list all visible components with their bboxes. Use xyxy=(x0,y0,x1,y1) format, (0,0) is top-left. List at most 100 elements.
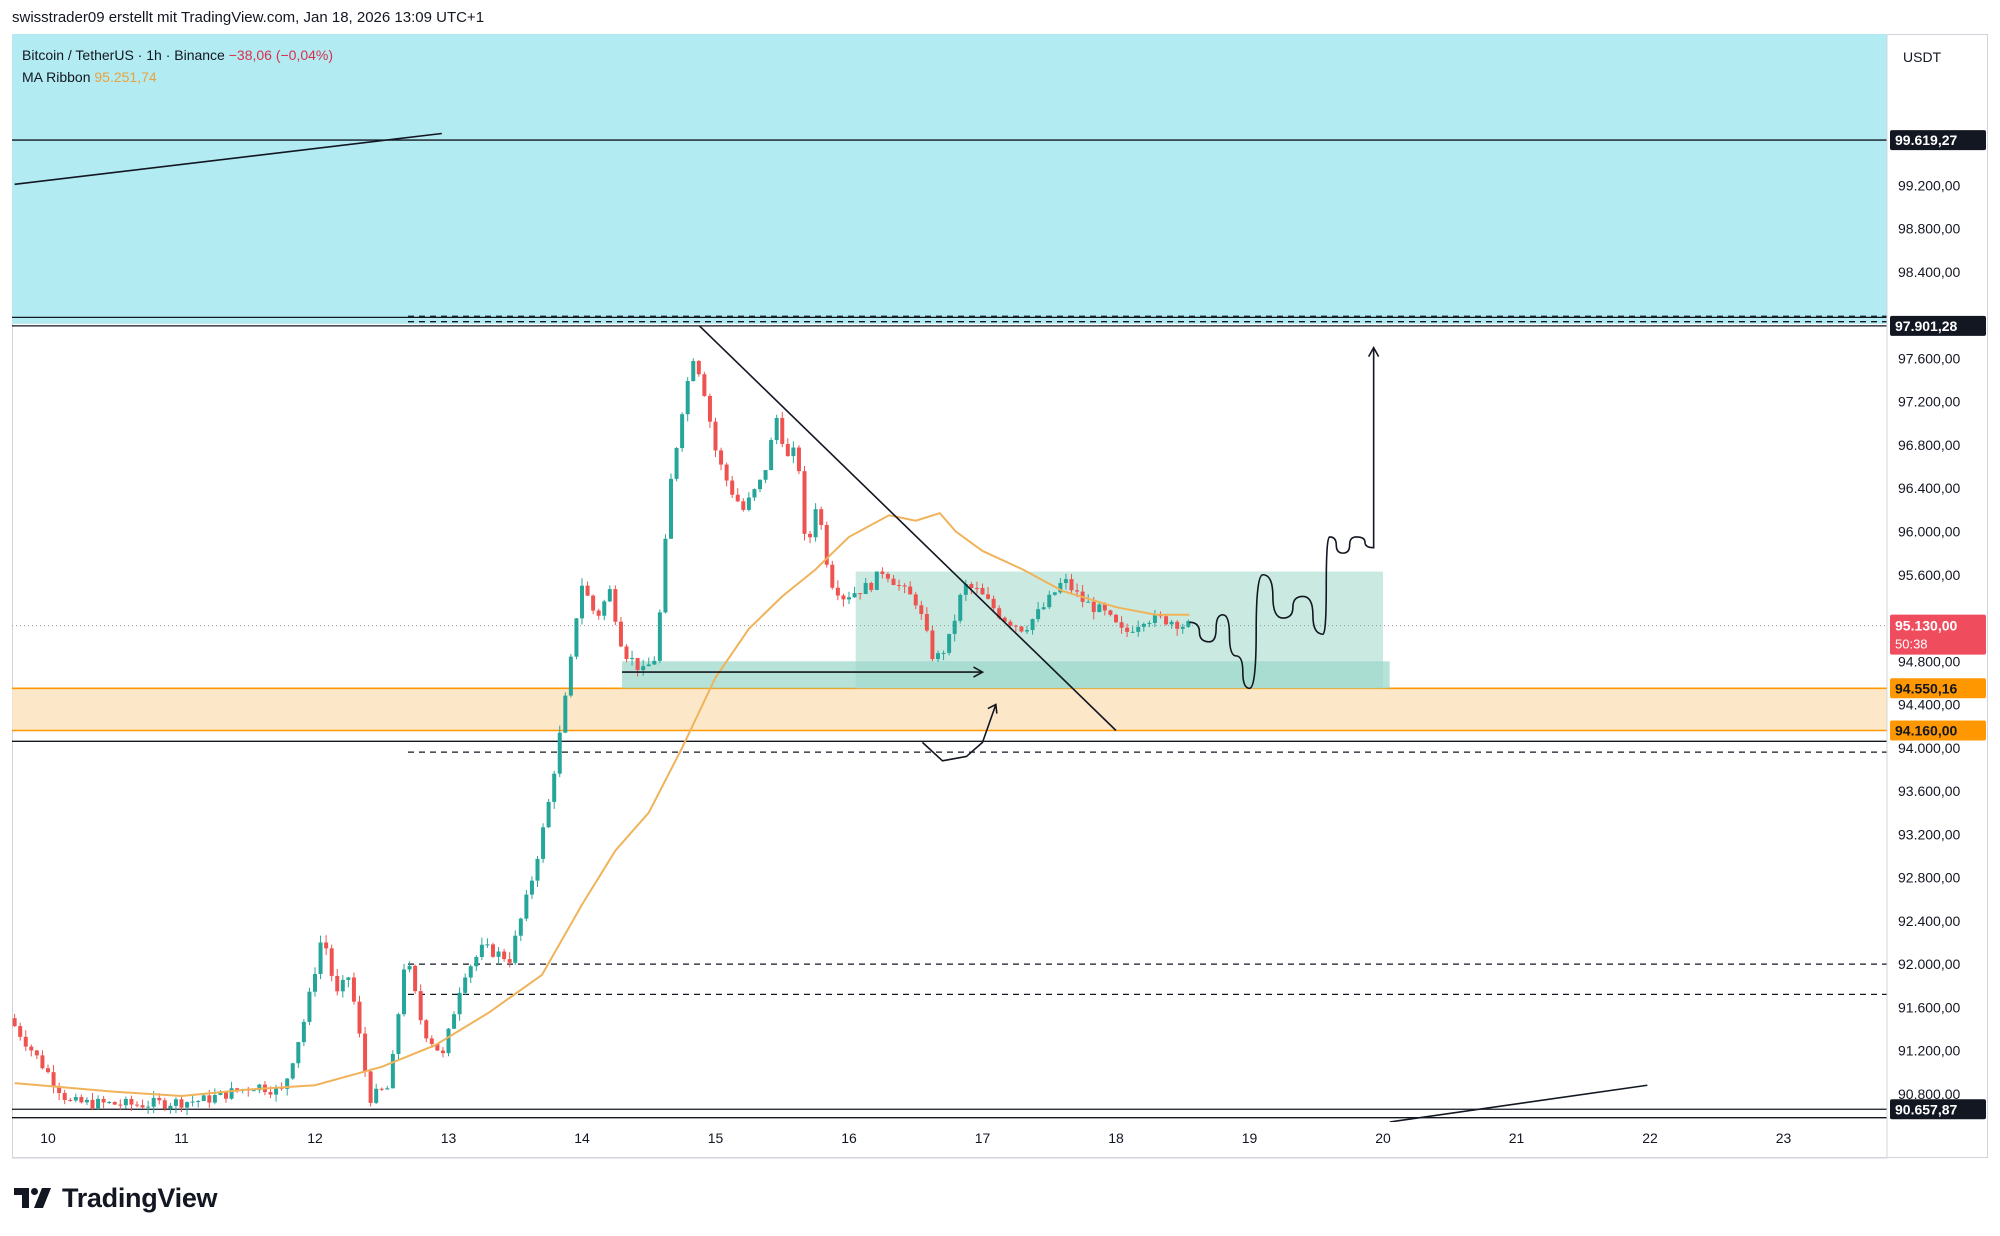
candle-body xyxy=(824,525,829,565)
tradingview-logo[interactable]: TradingView xyxy=(14,1180,218,1216)
candle-body xyxy=(1147,622,1152,624)
candle-body xyxy=(301,1021,306,1043)
candle-body xyxy=(791,447,796,457)
date-tick-label: 23 xyxy=(1776,1130,1792,1146)
price-tick-label: 94.800,00 xyxy=(1898,653,1960,669)
candle-body xyxy=(602,601,607,616)
candle-body xyxy=(1180,626,1185,629)
candle-body xyxy=(146,1106,151,1108)
candle-body xyxy=(591,595,596,611)
candle-body xyxy=(135,1104,139,1106)
price-tick-label: 91.600,00 xyxy=(1898,999,1960,1015)
candle-body xyxy=(229,1088,234,1099)
plot-area xyxy=(12,34,1887,1122)
candle-body xyxy=(869,582,874,590)
price-tick-label: 92.000,00 xyxy=(1898,956,1960,972)
price-label-tag xyxy=(1890,678,1986,699)
candle-body xyxy=(1047,594,1052,608)
candle-body xyxy=(741,501,746,510)
projection-path xyxy=(1189,347,1375,690)
candle-body xyxy=(1052,592,1057,595)
candle-body xyxy=(1114,614,1118,623)
candle-body xyxy=(179,1099,184,1108)
candle-body xyxy=(491,944,495,957)
supply-zone xyxy=(12,34,1887,324)
date-tick-label: 21 xyxy=(1509,1130,1525,1146)
candle-body xyxy=(62,1092,67,1100)
price-tick-label: 93.600,00 xyxy=(1898,783,1960,799)
price-change: −38,06 (−0,04%) xyxy=(228,47,334,63)
candle-body xyxy=(207,1095,212,1103)
last-price-text: 95.130,00 xyxy=(1895,618,1957,634)
candle-body xyxy=(396,1014,401,1054)
candle-body xyxy=(363,1033,368,1072)
candle-body xyxy=(635,658,640,671)
candle-body xyxy=(224,1091,228,1099)
candle-body xyxy=(969,584,974,588)
candle-body xyxy=(1152,614,1157,623)
attribution-text: swisstrader09 erstellt mit TradingView.c… xyxy=(12,9,485,26)
candle-body xyxy=(841,595,846,600)
candle-body xyxy=(185,1102,190,1108)
candle-body xyxy=(1175,621,1180,629)
candle-body xyxy=(457,992,462,1015)
candle-body xyxy=(746,497,751,510)
candle-body xyxy=(941,652,946,654)
candle-body xyxy=(580,585,584,619)
date-tick-label: 20 xyxy=(1375,1130,1391,1146)
candle-body xyxy=(1008,621,1013,626)
candle-body xyxy=(479,944,484,957)
candle-body xyxy=(407,965,412,970)
currency-label[interactable]: USDT xyxy=(1903,49,1942,65)
candle-body xyxy=(785,443,790,457)
candle-body xyxy=(368,1071,373,1103)
price-tick-label: 95.600,00 xyxy=(1898,567,1960,583)
candle-body xyxy=(891,578,896,586)
candle-body xyxy=(652,660,657,665)
price-tick-label: 92.800,00 xyxy=(1898,870,1960,886)
candle-body xyxy=(529,880,534,895)
candle-body xyxy=(129,1098,134,1105)
candle-body xyxy=(251,1090,256,1092)
date-tick-label: 13 xyxy=(441,1130,457,1146)
projection-arrow-head xyxy=(1367,345,1380,358)
candle-body xyxy=(68,1099,73,1101)
candle-body xyxy=(46,1068,50,1073)
date-tick-label: 18 xyxy=(1108,1130,1124,1146)
candle-body xyxy=(318,942,323,975)
price-tick-label: 93.200,00 xyxy=(1898,826,1960,842)
candle-body xyxy=(702,374,707,396)
candle-body xyxy=(40,1055,45,1069)
legend-symbol-row: Bitcoin / TetherUS · 1h · Binance −38,06… xyxy=(22,44,333,66)
candle-body xyxy=(974,587,979,589)
candle-body xyxy=(1119,622,1124,628)
candle-body xyxy=(847,597,851,600)
date-tick-label: 19 xyxy=(1242,1130,1258,1146)
candle-body xyxy=(1063,579,1068,584)
ma-label[interactable]: MA Ribbon xyxy=(22,69,91,85)
symbol-label[interactable]: Bitcoin / TetherUS · 1h · Binance xyxy=(22,47,225,63)
date-tick-label: 22 xyxy=(1642,1130,1658,1146)
candle-body xyxy=(12,1018,17,1027)
price-label-text: 90.657,87 xyxy=(1895,1101,1957,1117)
candles xyxy=(12,358,1191,1116)
hook-arrow-head xyxy=(987,703,998,714)
candle-body xyxy=(446,1028,451,1054)
candle-body xyxy=(402,969,406,1015)
candle-body xyxy=(663,538,668,613)
price-label-tag xyxy=(1890,720,1986,741)
header-bar: swisstrader09 erstellt mit TradingView.c… xyxy=(0,0,2000,34)
price-label-text: 94.160,00 xyxy=(1895,722,1957,738)
candle-body xyxy=(1036,609,1041,620)
candle-body xyxy=(118,1104,123,1106)
candle-body xyxy=(958,594,963,621)
arrow-head xyxy=(973,666,985,678)
candle-body xyxy=(819,509,824,526)
candle-body xyxy=(713,421,718,451)
price-label-text: 99.619,27 xyxy=(1895,132,1957,148)
candle-body xyxy=(1013,625,1018,627)
candle-body xyxy=(173,1099,178,1106)
candle-body xyxy=(1041,607,1046,610)
candle-body xyxy=(641,666,646,671)
